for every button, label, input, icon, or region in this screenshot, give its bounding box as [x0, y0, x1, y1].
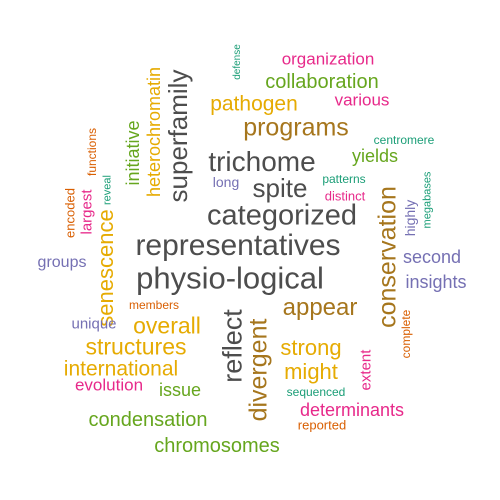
word-insights: insights	[405, 272, 467, 292]
word-divergent: divergent	[244, 318, 273, 422]
word-largest: largest	[78, 189, 96, 235]
word-appear: appear	[282, 294, 358, 321]
word-initiative: initiative	[123, 120, 143, 186]
word-issue: issue	[158, 380, 202, 400]
word-heterochromatin: heterochromatin	[144, 66, 164, 198]
word-chromosomes: chromosomes	[154, 435, 280, 457]
word-superfamily: superfamily	[163, 69, 193, 203]
word-long: long	[212, 174, 240, 190]
word-members: members	[128, 298, 180, 312]
word-highly: highly	[402, 199, 418, 237]
word-structures: structures	[85, 333, 187, 360]
word-distinct: distinct	[324, 188, 366, 204]
word-condensation: condensation	[88, 409, 208, 431]
word-organization: organization	[281, 49, 375, 69]
word-sequenced: sequenced	[286, 385, 346, 399]
word-megabases: megabases	[421, 171, 434, 229]
word-categorized: categorized	[207, 199, 357, 232]
word-overall: overall	[133, 312, 201, 339]
word-international: international	[63, 357, 179, 381]
word-collaboration: collaboration	[265, 71, 379, 93]
word-groups: groups	[37, 254, 87, 271]
word-pathogen: pathogen	[210, 92, 298, 116]
word-patterns: patterns	[322, 172, 366, 186]
word-complete: complete	[399, 309, 413, 359]
word-representatives: representatives	[135, 229, 341, 262]
word-senescence: senescence	[93, 209, 118, 327]
word-encoded: encoded	[62, 188, 78, 238]
word-centromere: centromere	[373, 133, 435, 147]
word-reveal: reveal	[101, 175, 114, 205]
word-reported: reported	[297, 417, 347, 433]
word-might: might	[284, 359, 338, 384]
word-spite: spite	[252, 173, 308, 203]
word-defense: defense	[232, 44, 243, 80]
word-extent: extent	[357, 349, 375, 391]
word-evolution: evolution	[74, 375, 144, 395]
word-reflect: reflect	[217, 309, 248, 383]
word-trichome: trichome	[208, 146, 316, 177]
word-programs: programs	[243, 113, 349, 142]
word-strong: strong	[280, 335, 342, 360]
word-determinants: determinants	[299, 400, 405, 420]
word-yields: yields	[351, 146, 399, 166]
word-conservation: conservation	[373, 186, 402, 328]
word-functions: functions	[85, 127, 99, 177]
word-physio-logical: physio-logical	[136, 260, 324, 296]
word-unique: unique	[71, 315, 117, 333]
word-various: various	[334, 90, 390, 110]
word-second: second	[402, 247, 462, 267]
